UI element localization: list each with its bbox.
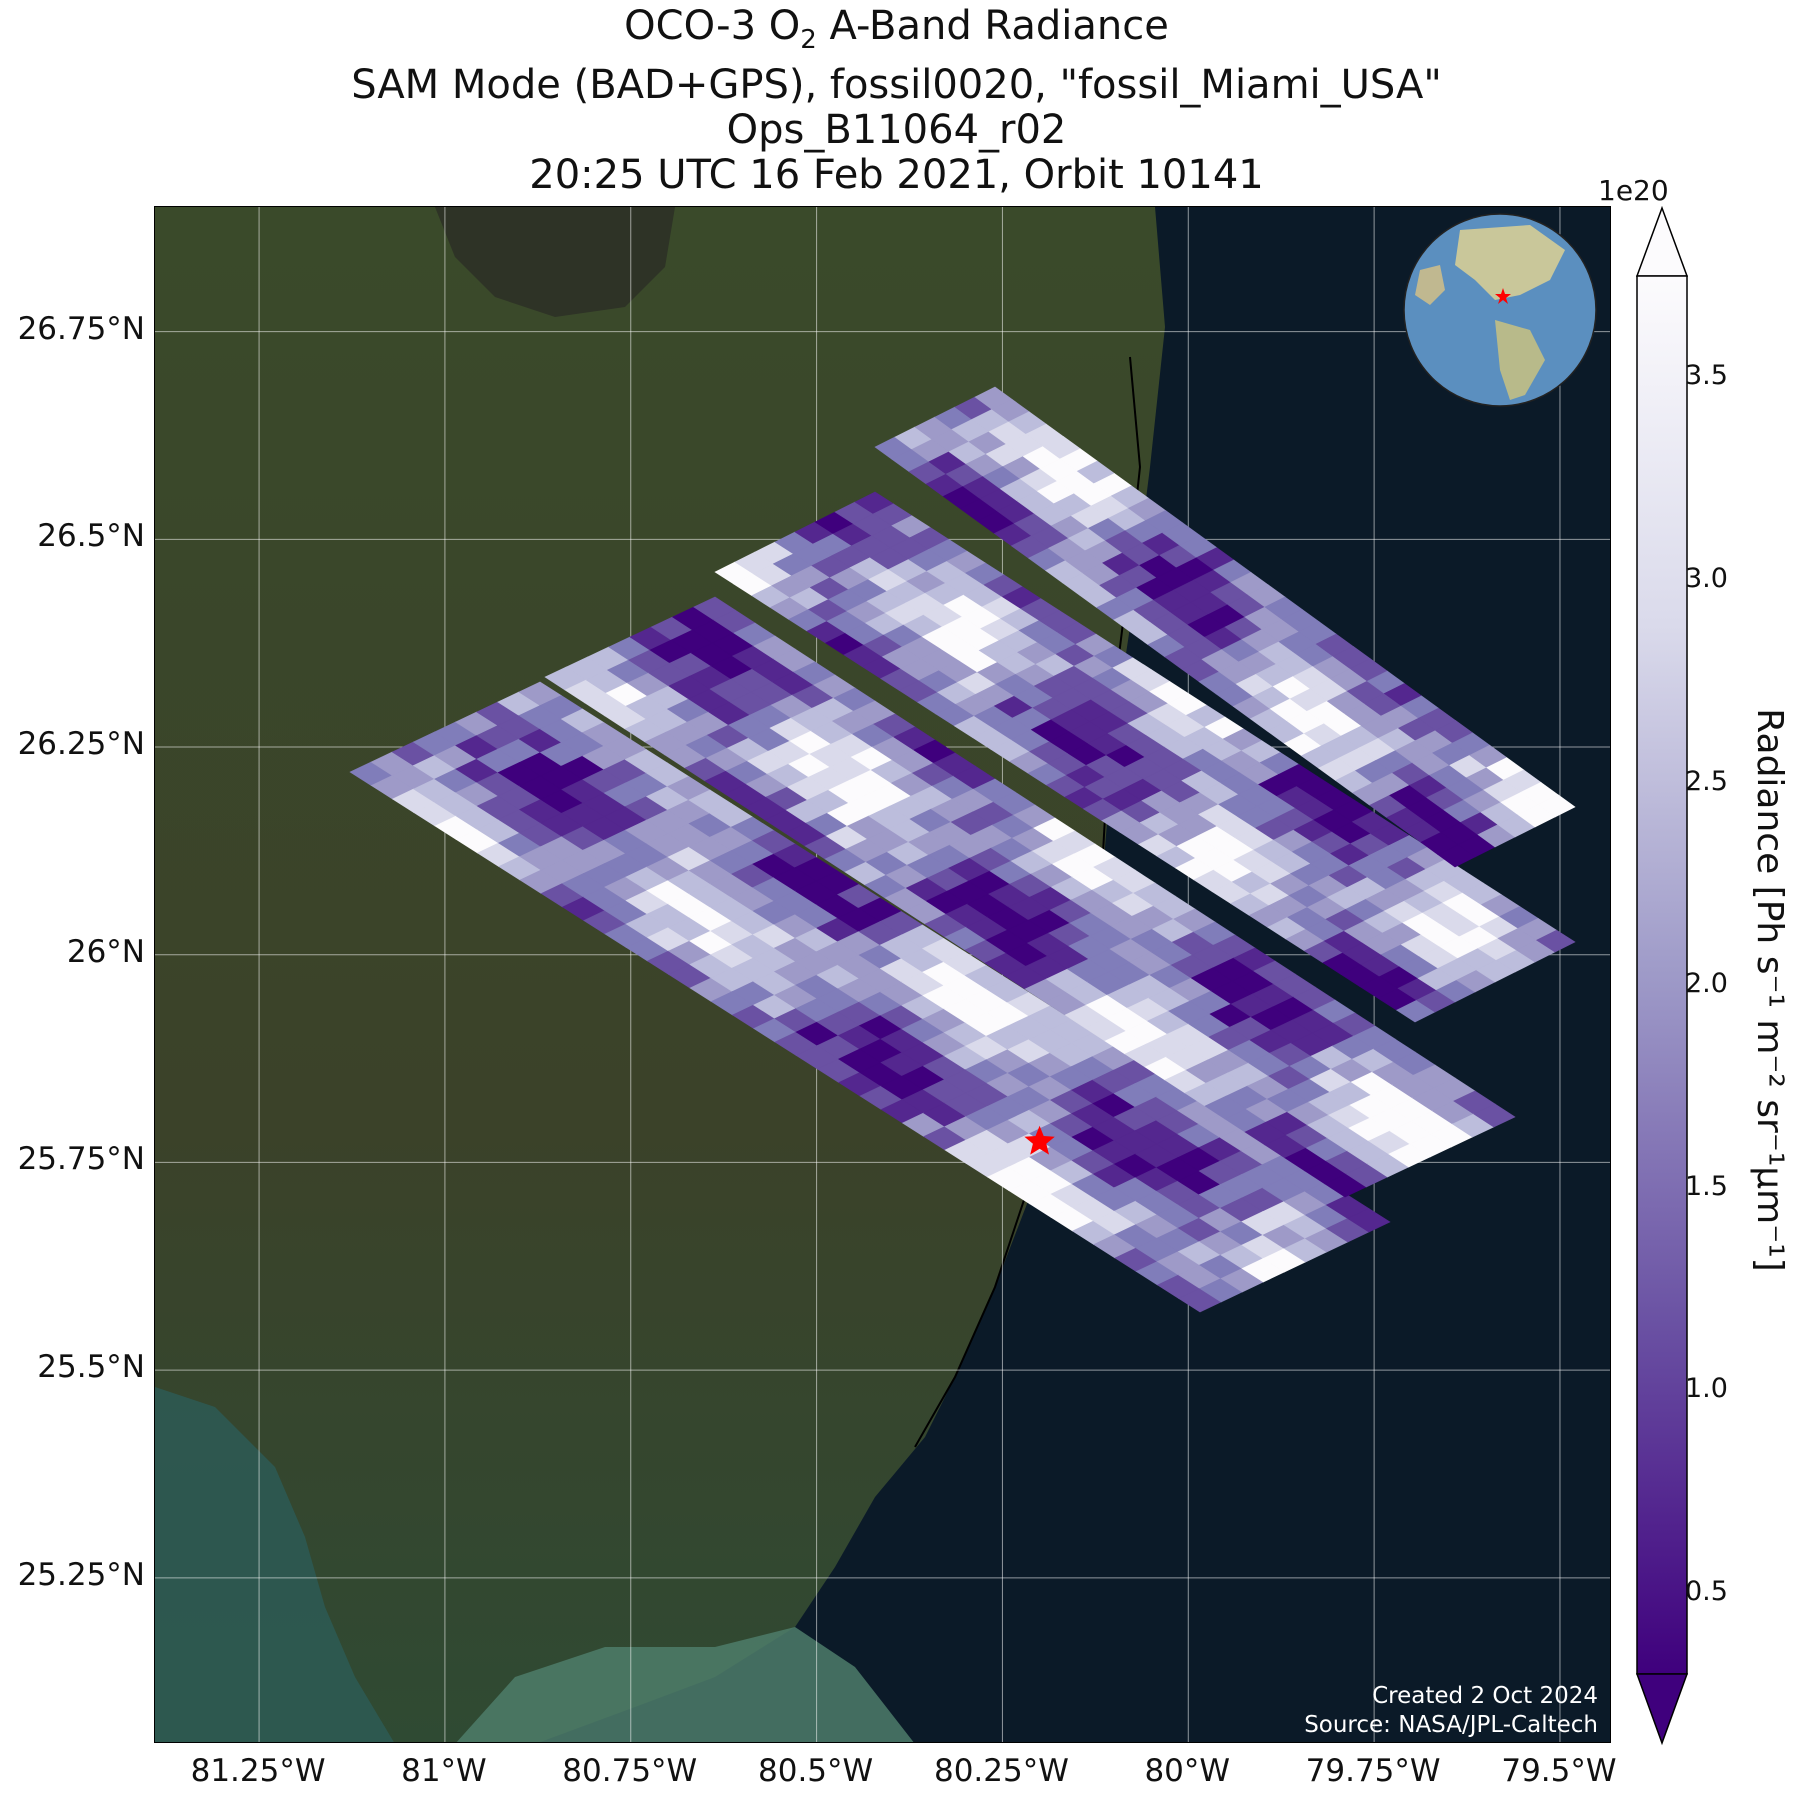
colorbar-tick-label: 3.5 (1685, 360, 1728, 392)
lat-tick-label: 26.25°N (17, 726, 145, 763)
title-line-3: Ops_B11064_r02 (726, 107, 1067, 153)
title-line-4: 20:25 UTC 16 Feb 2021, Orbit 10141 (529, 152, 1264, 198)
colorbar-tick-label: 3.0 (1685, 562, 1728, 594)
colorbar-max-extend (1636, 206, 1688, 277)
lat-tick-label: 25.75°N (17, 1141, 145, 1178)
radiance-cell (1473, 1103, 1516, 1128)
credit-source: Source: NASA/JPL-Caltech (1304, 1712, 1598, 1738)
map-panel (154, 206, 1611, 1743)
inset-globe (1403, 213, 1597, 407)
radiance-cell (1535, 929, 1576, 953)
colorbar-tick-label: 2.0 (1685, 968, 1728, 1000)
globe-north-america (1455, 225, 1565, 300)
lat-tick-label: 26°N (66, 933, 145, 970)
title-line-1: OCO-3 O2 A-Band Radiance (624, 3, 1169, 56)
lon-tick-label: 79.5°W (1501, 1753, 1617, 1789)
radiance-swaths (349, 386, 1576, 1313)
red-star-icon (1024, 1125, 1055, 1155)
colorbar-tick-label: 1.0 (1685, 1373, 1728, 1405)
swath-2 (544, 596, 1516, 1198)
lon-tick-label: 80.75°W (562, 1753, 698, 1789)
colorbar-tick-label: 0.5 (1685, 1575, 1728, 1607)
lat-tick-label: 25.5°N (37, 1349, 145, 1386)
colorbar-min-extend (1636, 1673, 1688, 1746)
red-star-icon (1495, 288, 1511, 304)
colorbar-exponent: 1e20 (1598, 174, 1669, 207)
lake-okeechobee (435, 207, 675, 317)
swath-3 (714, 491, 1576, 1023)
lat-tick-label: 26.75°N (17, 310, 145, 347)
colorbar (1636, 206, 1688, 1746)
gulf-water (155, 1387, 394, 1742)
credit-created: Created 2 Oct 2024 (1372, 1683, 1598, 1709)
colorbar-tick-label: 1.5 (1685, 1170, 1728, 1202)
globe-south-america (1495, 320, 1545, 400)
title-line-2: SAM Mode (BAD+GPS), fossil0020, "fossil_… (351, 62, 1442, 108)
lon-tick-label: 81.25°W (190, 1753, 326, 1789)
lon-tick-label: 80°W (1144, 1753, 1231, 1789)
target-marker (1024, 1125, 1055, 1155)
lat-tick-label: 25.25°N (17, 1556, 145, 1593)
swath-1 (349, 681, 1391, 1313)
colorbar-label: Radiance [Ph s⁻¹ m⁻² sr⁻¹μm⁻¹] (1749, 708, 1790, 1272)
colorbar-tick-label: 2.5 (1685, 765, 1728, 797)
florida-bay (456, 1627, 914, 1742)
globe-landmass (1415, 265, 1445, 305)
radiance-cell (1537, 794, 1576, 818)
map-canvas (155, 207, 1610, 1742)
radiance-cell (1347, 1208, 1391, 1233)
colorbar-gradient (1636, 275, 1688, 1675)
lon-tick-label: 81°W (401, 1753, 487, 1789)
figure-title: OCO-3 O2 A-Band Radiance SAM Mode (BAD+G… (0, 4, 1793, 198)
lon-tick-label: 80.5°W (758, 1753, 874, 1789)
swath-4 (874, 386, 1576, 868)
lon-tick-label: 80.25°W (933, 1753, 1069, 1789)
lon-tick-label: 79.75°W (1305, 1753, 1441, 1789)
lat-tick-label: 26.5°N (37, 518, 145, 555)
